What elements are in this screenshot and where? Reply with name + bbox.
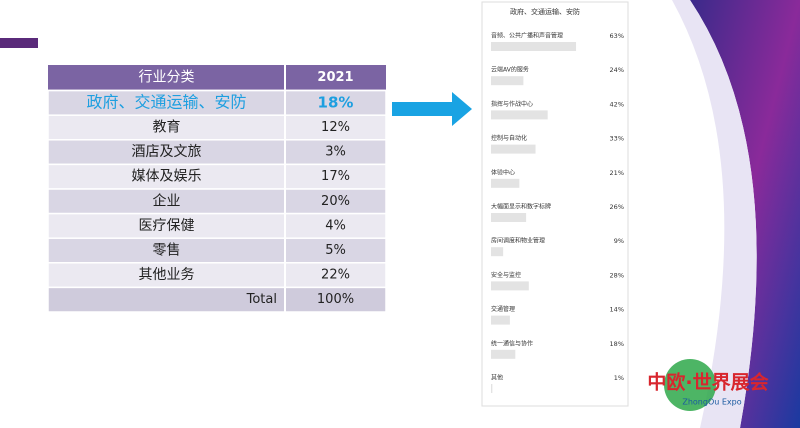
table-cell: 酒店及文旅 (132, 144, 202, 160)
survey-label: 交通管理 (491, 305, 515, 313)
survey-bar (491, 110, 548, 120)
table-cell: 18% (318, 93, 354, 111)
survey-bar (491, 178, 520, 188)
survey-value-label: 63% (610, 32, 624, 40)
survey-value-label: 33% (610, 135, 624, 143)
survey-bar (491, 247, 504, 257)
survey-value-label: 21% (610, 169, 624, 177)
table-cell: 医疗保健 (139, 218, 195, 234)
table-cell: 17% (321, 169, 350, 184)
table-cell: 100% (317, 292, 354, 307)
table-cell: 3% (325, 145, 346, 160)
survey-label: 云端AV的服务 (491, 66, 529, 74)
survey-bar (491, 144, 536, 154)
logo-globe (664, 359, 716, 411)
logo-title: 中欧·世界展会 (647, 371, 768, 394)
table-row (47, 89, 387, 116)
survey-bar (491, 213, 527, 222)
header-cell: 2021 (317, 70, 353, 85)
survey-panel (481, 1, 629, 407)
table-header (48, 65, 386, 90)
survey-value-label: 28% (610, 271, 624, 279)
survey-value-label: 14% (610, 306, 624, 314)
table-cell: 22% (321, 268, 350, 283)
survey-bar (491, 384, 493, 393)
survey-bar (491, 315, 510, 325)
table-row (47, 188, 387, 215)
survey-label: 指挥与作战中心 (491, 100, 533, 108)
table-row (47, 237, 387, 264)
table-row (47, 212, 387, 239)
survey-label: 体验中心 (491, 168, 515, 176)
survey-value-label: 18% (610, 340, 624, 348)
arrow (392, 92, 472, 126)
survey-bar (491, 281, 529, 291)
survey-title: 政府、交通运输、安防 (510, 7, 580, 16)
table-cell: 20% (321, 194, 350, 209)
survey-value-label: 42% (610, 100, 624, 108)
table-cell: 政府、交通运输、安防 (86, 92, 246, 111)
survey-value-label: 26% (610, 203, 624, 211)
survey-bar (491, 42, 577, 51)
survey-label: 其他 (491, 374, 503, 382)
survey-value-label: 1% (614, 374, 624, 382)
table-cell: Total (246, 292, 277, 307)
survey-label: 音频、公共广播和声音管理 (491, 32, 563, 40)
table-cell: 其他业务 (139, 267, 195, 283)
table-cell: 企业 (153, 192, 181, 209)
accent-bar (0, 38, 38, 48)
survey-label: 安全与监控 (491, 271, 521, 279)
table-row (47, 286, 387, 313)
survey-label: 统一通信与协作 (491, 339, 533, 347)
table-cell: 教育 (153, 120, 181, 136)
decoration (690, 0, 800, 428)
table-cell: 4% (325, 218, 346, 233)
survey-bar (491, 349, 516, 359)
table-cell: 零售 (153, 243, 181, 259)
survey-label: 控制与自动化 (491, 134, 527, 142)
logo-subtitle: ZhongOu Expo (682, 398, 741, 407)
table-cell: 5% (325, 243, 346, 258)
table-row (47, 114, 387, 141)
table-row (47, 163, 387, 190)
survey-label: 房间调度和物业管理 (491, 237, 545, 245)
table-cell: 媒体及娱乐 (132, 169, 202, 185)
table-cell: 12% (321, 120, 350, 135)
survey-value-label: 9% (614, 237, 624, 245)
table-row (47, 262, 387, 289)
survey-label: 大幅面显示和数字标牌 (491, 203, 551, 211)
survey-value-label: 24% (610, 66, 624, 74)
header-cell: 行业分类 (139, 69, 195, 85)
survey-bar (491, 76, 524, 86)
decoration (672, 0, 757, 428)
